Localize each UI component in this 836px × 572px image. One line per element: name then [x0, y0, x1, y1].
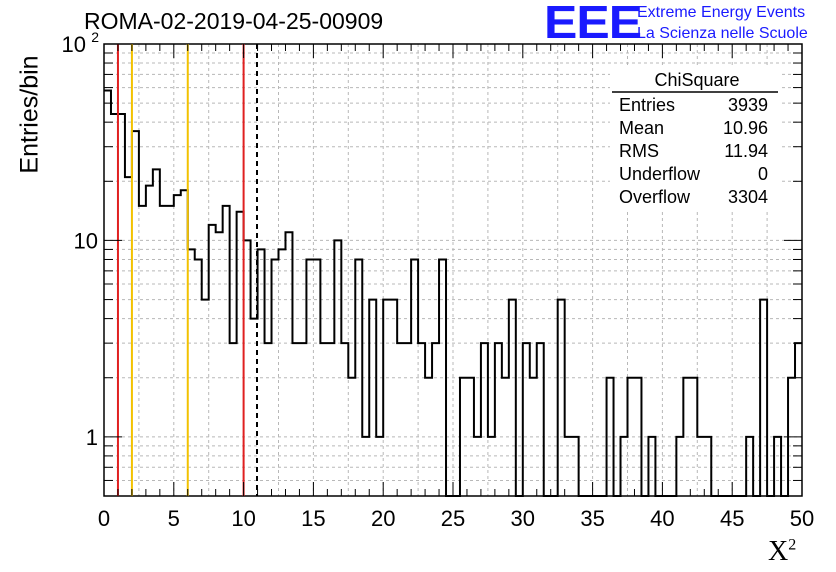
logo-caption-2: La Scienza nelle Scuole: [637, 25, 808, 42]
stats-label: Underflow: [619, 164, 701, 184]
x-tick-label: 20: [371, 506, 395, 531]
x-tick-label: 10: [231, 506, 255, 531]
x-tick-label: 25: [441, 506, 465, 531]
stats-value: 0: [758, 164, 768, 184]
stats-value: 3304: [728, 187, 768, 207]
stats-label: RMS: [619, 141, 659, 161]
y-tick-label: 1: [86, 425, 98, 450]
stats-label: Entries: [619, 95, 675, 115]
x-tick-label: 5: [168, 506, 180, 531]
x-tick-label: 15: [301, 506, 325, 531]
stats-value: 10.96: [723, 118, 768, 138]
y-tick-label: 10: [62, 32, 86, 57]
logo-caption-1: Extreme Energy Events: [637, 4, 806, 21]
stats-label: Overflow: [619, 187, 691, 207]
histogram-series: [104, 89, 802, 497]
x-axis-label: X2: [768, 536, 797, 567]
x-tick-label: 30: [511, 506, 535, 531]
stats-title: ChiSquare: [654, 70, 739, 90]
stats-value: 11.94: [724, 141, 768, 161]
chart-title: ROMA-02-2019-04-25-00909: [84, 8, 384, 34]
x-tick-label: 0: [98, 506, 110, 531]
x-tick-label: 45: [720, 506, 744, 531]
stats-label: Mean: [619, 118, 664, 138]
eee-logo: EEE: [544, 0, 642, 49]
x-tick-label: 40: [650, 506, 674, 531]
stats-value: 3939: [728, 95, 768, 115]
x-tick-label: 50: [790, 506, 814, 531]
y-tick-label: 10: [74, 228, 98, 253]
x-tick-label: 35: [580, 506, 604, 531]
stats-box: [610, 66, 780, 212]
y-tick-label-exponent: 2: [91, 29, 99, 45]
